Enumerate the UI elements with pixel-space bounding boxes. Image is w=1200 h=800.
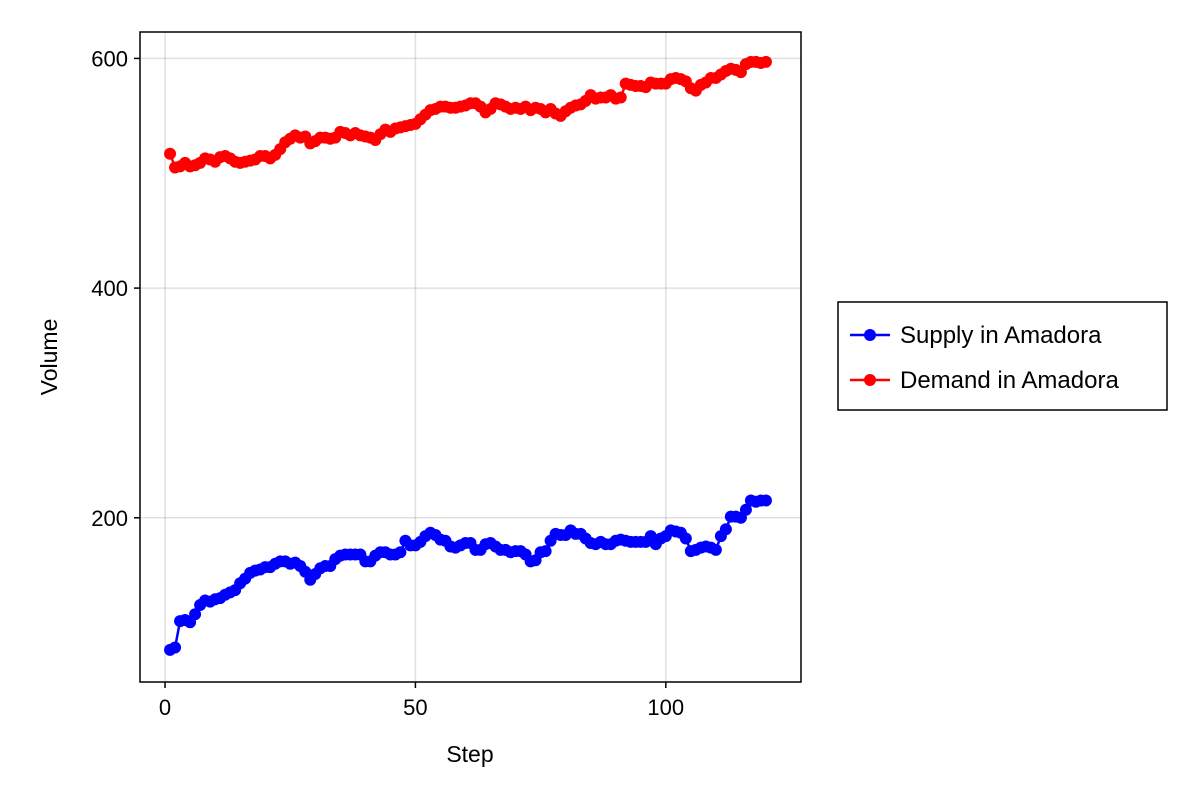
legend-label-demand: Demand in Amadora: [900, 367, 1119, 394]
data-point: [164, 147, 177, 160]
grid-lines: [140, 32, 801, 682]
legend-marker-demand: [864, 374, 876, 386]
plot-frame: [139, 31, 802, 683]
data-point: [759, 55, 772, 68]
series-layer: [164, 55, 772, 656]
data-point: [614, 91, 627, 104]
data-point: [189, 608, 202, 621]
data-point: [719, 523, 732, 536]
y-tick-label: 200: [91, 506, 128, 531]
data-point: [739, 503, 752, 516]
data-point: [394, 546, 407, 559]
y-tick-label: 400: [91, 276, 128, 301]
x-axis-label: Step: [446, 741, 493, 767]
x-tick-label: 100: [647, 695, 684, 720]
legend-marker-supply: [864, 329, 876, 341]
data-point: [169, 641, 182, 654]
data-point: [679, 532, 692, 545]
data-point: [709, 543, 722, 556]
legend: Supply in Amadora Demand in Amadora: [837, 301, 1168, 411]
data-point: [759, 494, 772, 507]
data-point: [539, 545, 552, 558]
x-tick-label: 0: [159, 695, 171, 720]
series-1: [164, 55, 772, 174]
y-tick-label: 600: [91, 46, 128, 71]
legend-frame: [837, 301, 1168, 411]
series-0: [164, 494, 772, 656]
x-tick-label: 50: [403, 695, 427, 720]
legend-label-supply: Supply in Amadora: [900, 322, 1102, 349]
axis-ticks: 0 50 100 200 400 600: [91, 46, 684, 720]
y-axis-label: Volume: [36, 319, 62, 396]
